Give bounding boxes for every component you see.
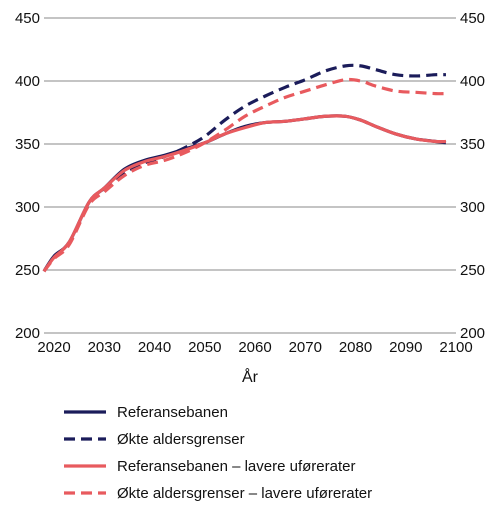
legend-label-3: Referansebanen – lavere uførerater	[117, 458, 355, 475]
y-axis-left: 200 250 300 350 400 450	[15, 10, 40, 342]
x-tick-2090: 2090	[389, 339, 422, 356]
y-tick-right-400: 400	[460, 73, 485, 90]
y-tick-left-400: 400	[15, 73, 40, 90]
y-tick-left-350: 350	[15, 136, 40, 153]
legend-label-4: Økte aldersgrenser – lavere uførerater	[117, 485, 372, 502]
x-tick-2080: 2080	[339, 339, 372, 356]
x-tick-2060: 2060	[238, 339, 271, 356]
x-tick-2040: 2040	[138, 339, 171, 356]
x-axis: 2020 2030 2040 2050 2060 2070 2080 2090 2100	[37, 339, 472, 356]
y-tick-right-200: 200	[460, 325, 485, 342]
y-tick-right-350: 350	[460, 136, 485, 153]
series-line-3	[42, 114, 446, 273]
x-tick-2070: 2070	[289, 339, 322, 356]
x-axis-label: År	[242, 367, 259, 386]
y-tick-left-300: 300	[15, 199, 40, 216]
gridlines	[44, 17, 456, 334]
y-tick-right-300: 300	[460, 199, 485, 216]
y-tick-left-450: 450	[15, 10, 40, 27]
legend-label-2: Økte aldersgrenser	[117, 431, 245, 448]
y-tick-right-450: 450	[460, 10, 485, 27]
x-tick-2100: 2100	[439, 339, 472, 356]
y-axis-right: 200 250 300 350 400 450	[460, 10, 485, 342]
series-line-1	[42, 114, 447, 273]
x-tick-2030: 2030	[88, 339, 121, 356]
series-line-4	[42, 77, 446, 273]
y-tick-left-250: 250	[15, 262, 40, 279]
y-tick-left-200: 200	[15, 325, 40, 342]
series-line-2	[42, 63, 446, 273]
legend: Referansebanen Økte aldersgrenser Referans…	[64, 404, 372, 502]
y-tick-right-250: 250	[460, 262, 485, 279]
x-tick-2050: 2050	[188, 339, 221, 356]
legend-label-1: Referansebanen	[117, 404, 228, 421]
x-tick-2020: 2020	[37, 339, 70, 356]
series-lines	[42, 63, 447, 273]
